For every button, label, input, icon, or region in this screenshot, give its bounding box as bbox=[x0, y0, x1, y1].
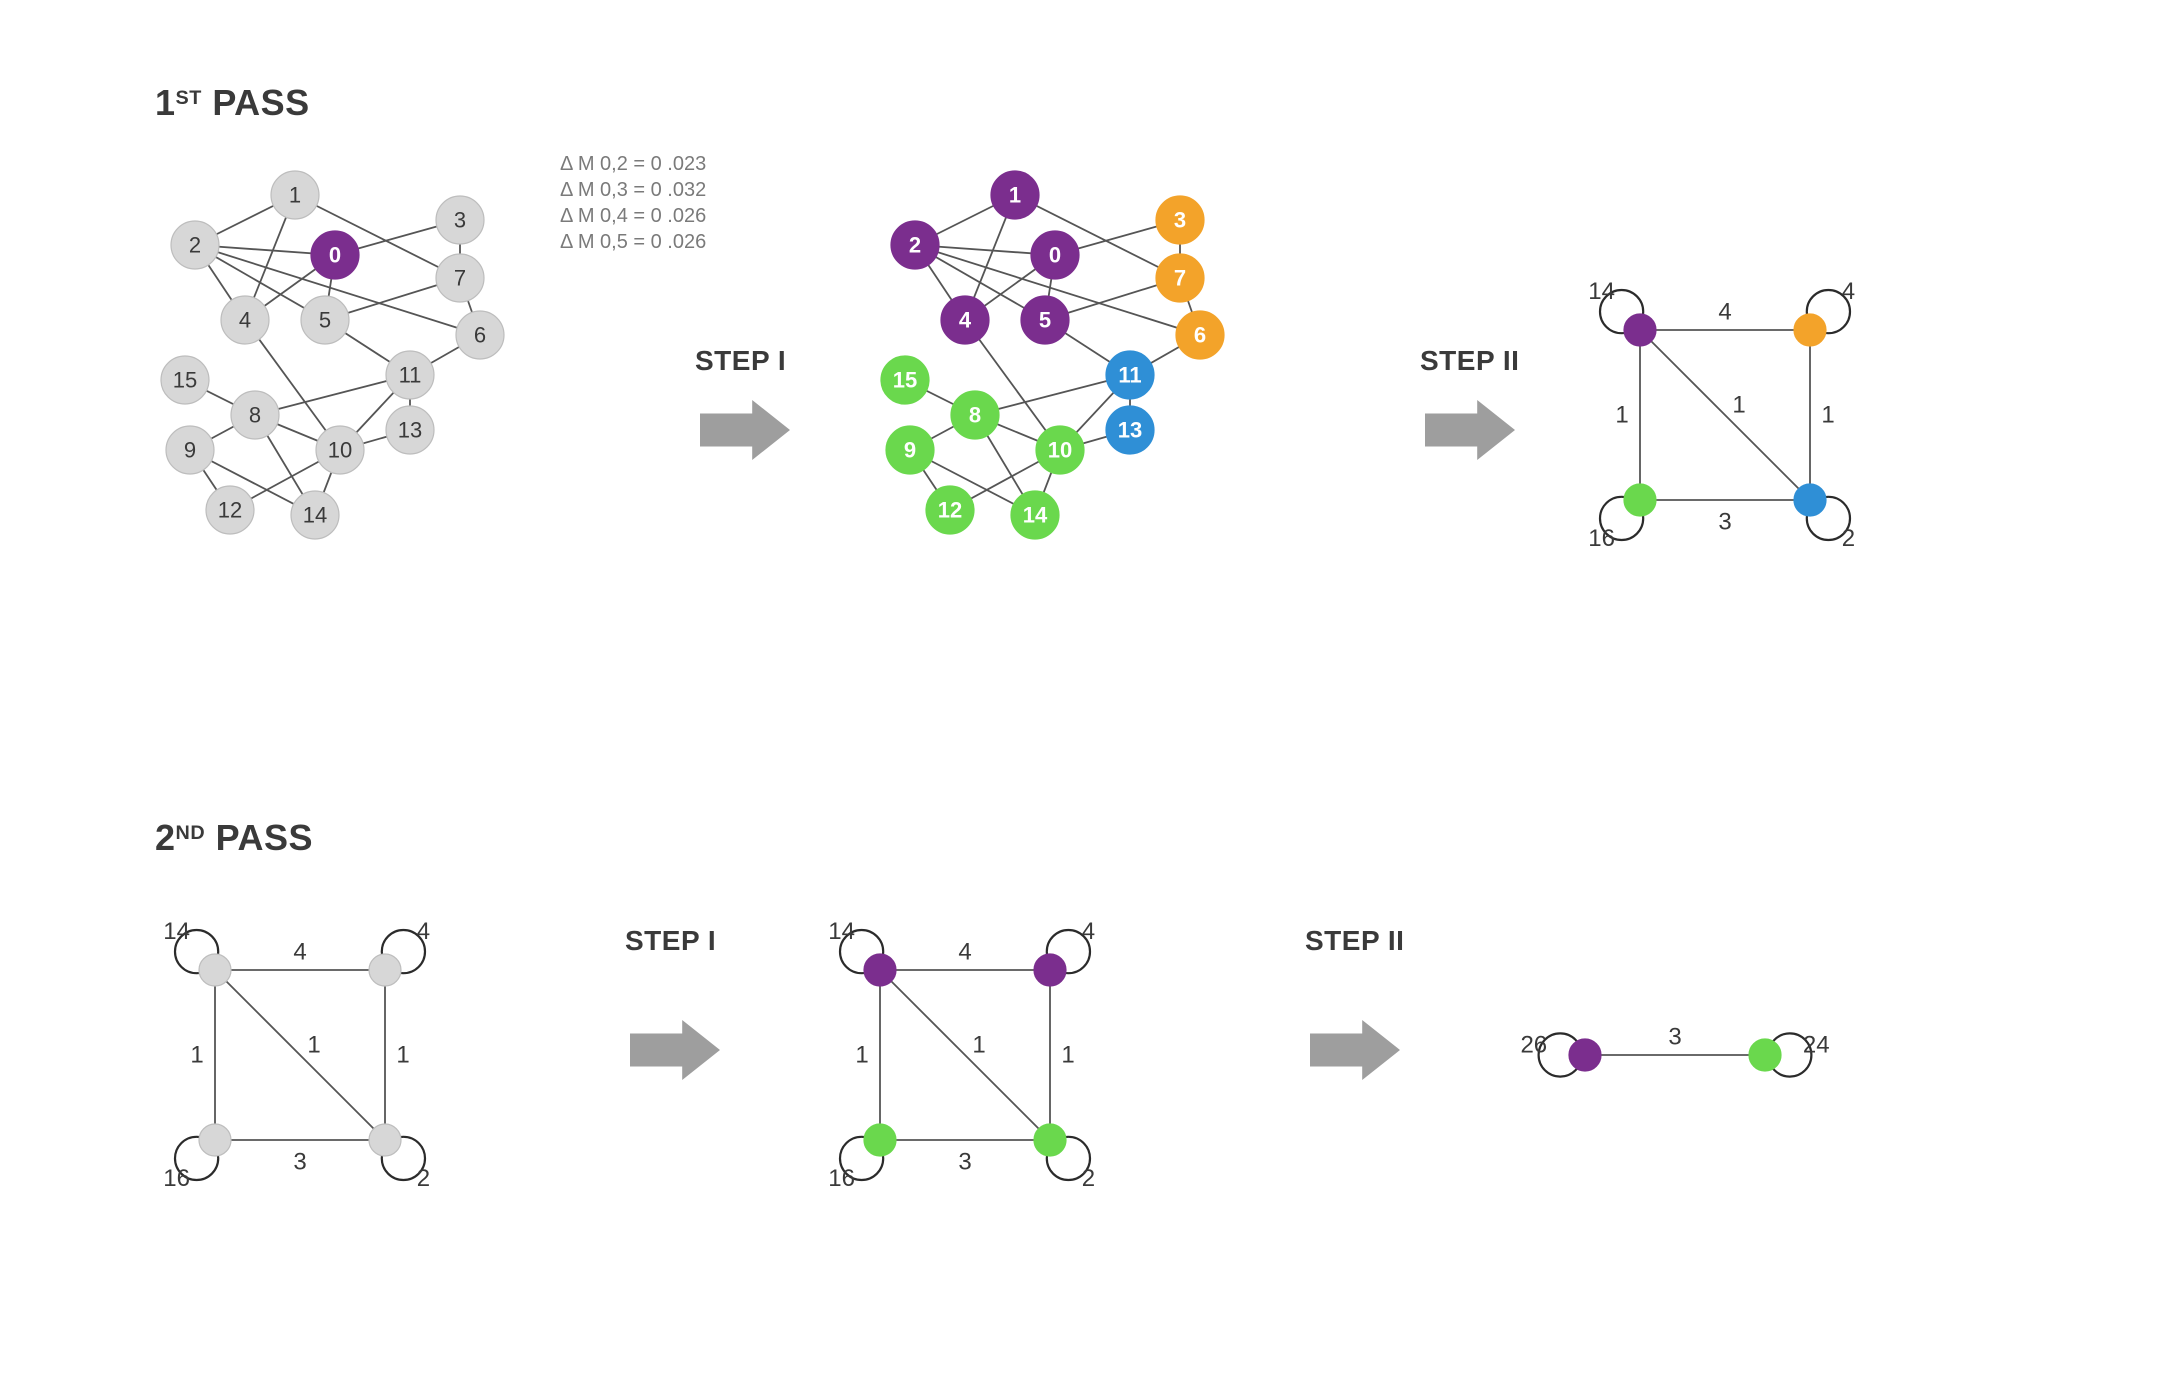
node-8-label: 8 bbox=[249, 403, 261, 428]
node-14-label: 14 bbox=[1023, 503, 1048, 528]
agg-node-green bbox=[864, 1124, 896, 1156]
delta-line-2: Δ M 0,4 = 0 .026 bbox=[560, 205, 706, 227]
agg-loop-blue: 2 bbox=[1842, 525, 1855, 552]
agg-graph-color: 4 1 1 1 3 14 4 16 2 bbox=[1588, 278, 1855, 552]
pass1-step1-label: STEP I bbox=[695, 345, 786, 376]
agg-loop-green: 16 bbox=[1588, 525, 1615, 552]
edge-w-purple-blue: 1 bbox=[972, 1032, 985, 1059]
step-arrow bbox=[700, 400, 790, 460]
edge-w-green-blue: 3 bbox=[958, 1149, 971, 1176]
node-5-label: 5 bbox=[319, 308, 331, 333]
node-0-label: 0 bbox=[1049, 243, 1061, 268]
agg-node-orange bbox=[369, 954, 401, 986]
agg-node-purple bbox=[199, 954, 231, 986]
node-15-label: 15 bbox=[173, 368, 197, 393]
edge-w-green-blue: 3 bbox=[293, 1149, 306, 1176]
node-11-label: 11 bbox=[1118, 363, 1141, 388]
pass1-title: 1ST PASS bbox=[155, 82, 310, 123]
pass2-title: 2ND PASS bbox=[155, 817, 313, 858]
agg-loop-purple: 14 bbox=[828, 918, 855, 945]
edge-w-purple-green: 1 bbox=[1615, 402, 1628, 429]
node-4-label: 4 bbox=[959, 308, 972, 333]
pass1-graph-initial: 0123456789101112131415 bbox=[161, 171, 504, 539]
agg-graph-grey: 4 1 1 1 3 14 4 16 2 bbox=[163, 918, 430, 1192]
node-2-label: 2 bbox=[189, 233, 201, 258]
node-1-label: 1 bbox=[1009, 183, 1021, 208]
node-7-label: 7 bbox=[1174, 266, 1186, 291]
edge-w-orange-blue: 1 bbox=[396, 1042, 409, 1069]
delta-m-list: Δ M 0,2 = 0 .023 Δ M 0,3 = 0 .032 Δ M 0,4 … bbox=[560, 153, 706, 253]
node-13-label: 13 bbox=[1118, 418, 1142, 443]
agg-loop-green: 16 bbox=[828, 1165, 855, 1192]
agg-node-green bbox=[199, 1124, 231, 1156]
node-11-label: 11 bbox=[399, 363, 422, 388]
delta-line-0: Δ M 0,2 = 0 .023 bbox=[560, 153, 706, 175]
node-12-label: 12 bbox=[218, 498, 242, 523]
node-10-label: 10 bbox=[328, 438, 352, 463]
pass1-step2-label: STEP II bbox=[1420, 345, 1519, 376]
agg-loop-orange: 4 bbox=[1842, 278, 1855, 305]
edge-w-purple-blue: 1 bbox=[1732, 392, 1745, 419]
edge-w-green-blue: 3 bbox=[1718, 509, 1731, 536]
delta-line-1: Δ M 0,3 = 0 .032 bbox=[560, 179, 706, 201]
node-2-label: 2 bbox=[909, 233, 921, 258]
node-7-label: 7 bbox=[454, 266, 466, 291]
edge-w-purple-orange: 4 bbox=[958, 939, 971, 966]
agg-node-orange bbox=[1034, 954, 1066, 986]
node-9-label: 9 bbox=[184, 438, 196, 463]
edge-w-purple-green: 1 bbox=[855, 1042, 868, 1069]
pass2-step1-label: STEP I bbox=[625, 925, 716, 956]
node-6-label: 6 bbox=[474, 323, 486, 348]
node-0-label: 0 bbox=[329, 243, 341, 268]
agg-loop-green: 16 bbox=[163, 1165, 190, 1192]
agg-node-orange bbox=[1794, 314, 1826, 346]
agg-node-blue bbox=[369, 1124, 401, 1156]
node-3-label: 3 bbox=[1174, 208, 1186, 233]
node-10-label: 10 bbox=[1048, 438, 1072, 463]
agg-graph-pass2color: 4 1 1 1 3 14 4 16 2 bbox=[828, 918, 1095, 1192]
agg-loop-purple: 14 bbox=[163, 918, 190, 945]
node-15-label: 15 bbox=[893, 368, 917, 393]
agg-node-green bbox=[1624, 484, 1656, 516]
agg-loop-purple: 14 bbox=[1588, 278, 1615, 305]
node-12-label: 12 bbox=[938, 498, 962, 523]
final-node-green bbox=[1749, 1039, 1781, 1071]
agg-node-purple bbox=[864, 954, 896, 986]
node-5-label: 5 bbox=[1039, 308, 1051, 333]
final-loop-purple: 26 bbox=[1520, 1031, 1547, 1058]
step-arrow bbox=[630, 1020, 720, 1080]
agg-loop-orange: 4 bbox=[417, 918, 430, 945]
pass1-graph-colored: 0123456789101112131415 bbox=[881, 171, 1224, 539]
delta-line-3: Δ M 0,5 = 0 .026 bbox=[560, 231, 706, 253]
agg-loop-orange: 4 bbox=[1082, 918, 1095, 945]
edge-w-orange-blue: 1 bbox=[1061, 1042, 1074, 1069]
node-13-label: 13 bbox=[398, 418, 422, 443]
edge-w-orange-blue: 1 bbox=[1821, 402, 1834, 429]
step-arrow bbox=[1425, 400, 1515, 460]
edge-w-purple-orange: 4 bbox=[293, 939, 306, 966]
edge-w-purple-orange: 4 bbox=[1718, 299, 1731, 326]
final-edge-w: 3 bbox=[1668, 1024, 1681, 1051]
final-node-purple bbox=[1569, 1039, 1601, 1071]
node-9-label: 9 bbox=[904, 438, 916, 463]
agg-loop-blue: 2 bbox=[417, 1165, 430, 1192]
node-6-label: 6 bbox=[1194, 323, 1206, 348]
step-arrow bbox=[1310, 1020, 1400, 1080]
node-14-label: 14 bbox=[303, 503, 327, 528]
pass2-step2-label: STEP II bbox=[1305, 925, 1404, 956]
agg-node-blue bbox=[1034, 1124, 1066, 1156]
agg-loop-blue: 2 bbox=[1082, 1165, 1095, 1192]
edge-w-purple-green: 1 bbox=[190, 1042, 203, 1069]
final-loop-green: 24 bbox=[1803, 1031, 1830, 1058]
node-4-label: 4 bbox=[239, 308, 251, 333]
node-8-label: 8 bbox=[969, 403, 981, 428]
node-1-label: 1 bbox=[289, 183, 301, 208]
final-graph: 3 26 24 bbox=[1520, 1024, 1829, 1077]
agg-node-purple bbox=[1624, 314, 1656, 346]
diagram-root: 1ST PASS0123456789101112131415Δ M 0,2 = … bbox=[0, 0, 2160, 1376]
agg-node-blue bbox=[1794, 484, 1826, 516]
node-3-label: 3 bbox=[454, 208, 466, 233]
edge-w-purple-blue: 1 bbox=[307, 1032, 320, 1059]
